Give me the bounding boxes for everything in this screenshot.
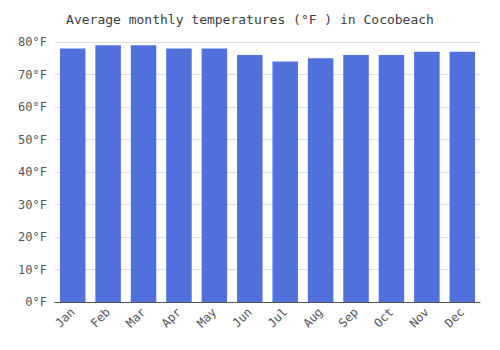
svg-text:Feb: Feb bbox=[88, 305, 113, 330]
svg-text:Jun: Jun bbox=[230, 305, 255, 330]
svg-text:30°F: 30°F bbox=[18, 198, 47, 212]
svg-text:Apr: Apr bbox=[159, 305, 184, 330]
svg-text:Nov: Nov bbox=[407, 305, 432, 330]
svg-text:May: May bbox=[194, 305, 219, 330]
svg-text:Mar: Mar bbox=[123, 305, 148, 330]
svg-text:20°F: 20°F bbox=[18, 230, 47, 244]
svg-text:80°F: 80°F bbox=[18, 35, 47, 49]
svg-text:70°F: 70°F bbox=[18, 68, 47, 82]
svg-text:0°F: 0°F bbox=[25, 295, 47, 309]
svg-text:Sep: Sep bbox=[336, 305, 361, 330]
svg-text:Average monthly temperatures (: Average monthly temperatures (°F ) in Co… bbox=[66, 12, 434, 27]
svg-text:Aug: Aug bbox=[300, 305, 325, 330]
svg-text:Dec: Dec bbox=[442, 305, 467, 330]
svg-text:Jan: Jan bbox=[52, 305, 77, 330]
svg-text:Oct: Oct bbox=[371, 305, 396, 330]
svg-text:Jul: Jul bbox=[265, 305, 290, 330]
svg-text:40°F: 40°F bbox=[18, 165, 47, 179]
svg-text:50°F: 50°F bbox=[18, 133, 47, 147]
svg-text:10°F: 10°F bbox=[18, 263, 47, 277]
svg-text:60°F: 60°F bbox=[18, 100, 47, 114]
